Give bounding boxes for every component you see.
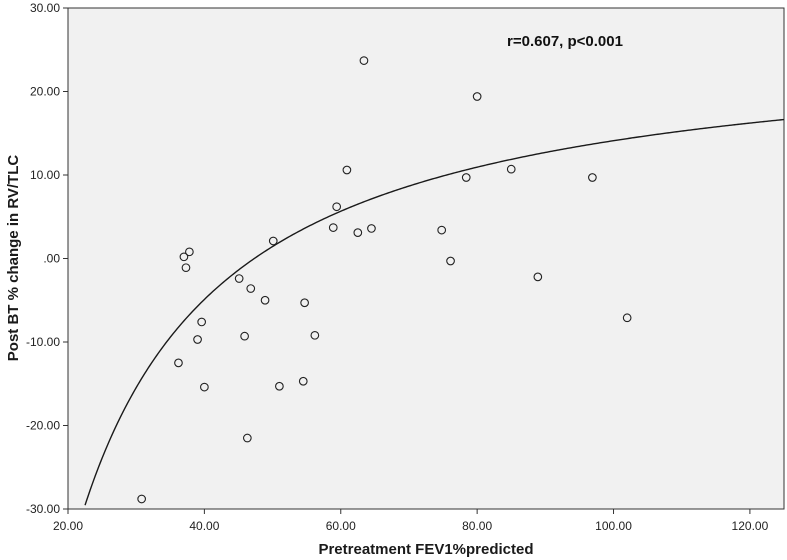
y-tick-label: 30.00: [30, 1, 60, 15]
data-point: [137, 494, 146, 504]
data-point: [181, 263, 191, 273]
data-point: [437, 225, 447, 235]
y-tick-label: -10.00: [26, 335, 60, 349]
data-point: [533, 272, 543, 282]
data-point: [260, 295, 270, 305]
data-point: [300, 298, 309, 308]
data-point: [622, 313, 632, 323]
data-point: [353, 228, 363, 237]
y-tick-label: 10.00: [30, 168, 60, 182]
data-point: [240, 331, 249, 341]
data-point: [506, 164, 516, 174]
x-tick-label: 40.00: [189, 519, 219, 533]
data-point: [197, 317, 207, 327]
data-point: [200, 382, 209, 392]
x-tick-label: 120.00: [732, 519, 769, 533]
data-point: [310, 330, 320, 340]
plot-area: [67, 7, 785, 510]
data-point: [588, 173, 597, 182]
x-tick-label: 80.00: [462, 519, 492, 533]
x-tick-label: 100.00: [595, 519, 632, 533]
data-point: [472, 92, 482, 101]
fit-curve: [84, 118, 785, 506]
x-tick-label: 60.00: [326, 519, 356, 533]
data-point: [461, 173, 471, 182]
data-point: [328, 223, 338, 232]
data-point: [446, 256, 455, 266]
data-point: [342, 165, 352, 175]
y-tick-label: 20.00: [30, 85, 60, 99]
data-point: [185, 247, 194, 257]
y-tick-label: .00: [43, 252, 60, 266]
data-point: [174, 358, 183, 368]
data-point: [234, 274, 244, 283]
data-point: [246, 284, 256, 293]
data-point: [242, 433, 252, 443]
data-point: [359, 56, 369, 65]
x-tick-label: 20.00: [53, 519, 83, 533]
data-point: [193, 335, 202, 344]
data-point: [367, 224, 376, 233]
data-point: [179, 252, 189, 262]
correlation-annotation: r=0.607, p<0.001: [507, 33, 623, 50]
data-point: [298, 376, 308, 386]
y-tick-label: -20.00: [26, 419, 60, 433]
y-axis-title: Post BT % change in RV/TLC: [5, 155, 22, 362]
y-tick-label: -30.00: [26, 502, 60, 516]
data-point: [268, 236, 278, 246]
data-point: [332, 202, 342, 212]
x-axis-title: Pretreatment FEV1%predicted: [318, 541, 533, 558]
data-point: [275, 381, 284, 391]
